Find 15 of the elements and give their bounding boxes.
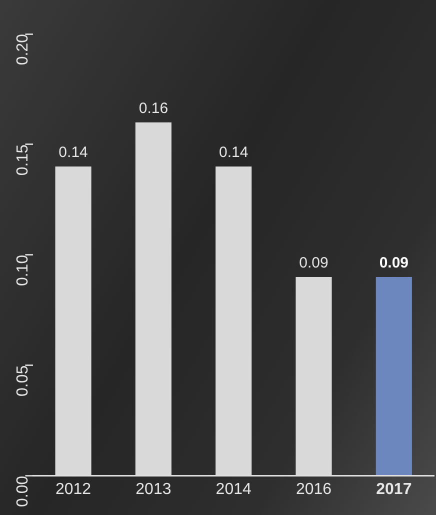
y-tick-label: 0.05 [14,365,32,396]
x-tick-label: 2012 [55,480,92,498]
data-label: 0.16 [138,100,168,117]
y-tick-label: 0.10 [14,254,32,286]
x-tick-label: 2014 [216,480,252,498]
x-tick-label: 2017 [376,480,412,498]
data-label: 0.14 [58,144,88,162]
y-tick-label: 0.00 [14,476,32,507]
data-label: 0.14 [219,144,248,162]
data-label: 0.09 [299,254,328,272]
x-tick-label: 2016 [296,480,332,498]
y-tick-label: 0.15 [14,144,32,176]
data-label: 0.09 [379,254,409,272]
x-tick-label: 2013 [136,480,172,498]
y-tick-label: 0.20 [14,34,32,66]
